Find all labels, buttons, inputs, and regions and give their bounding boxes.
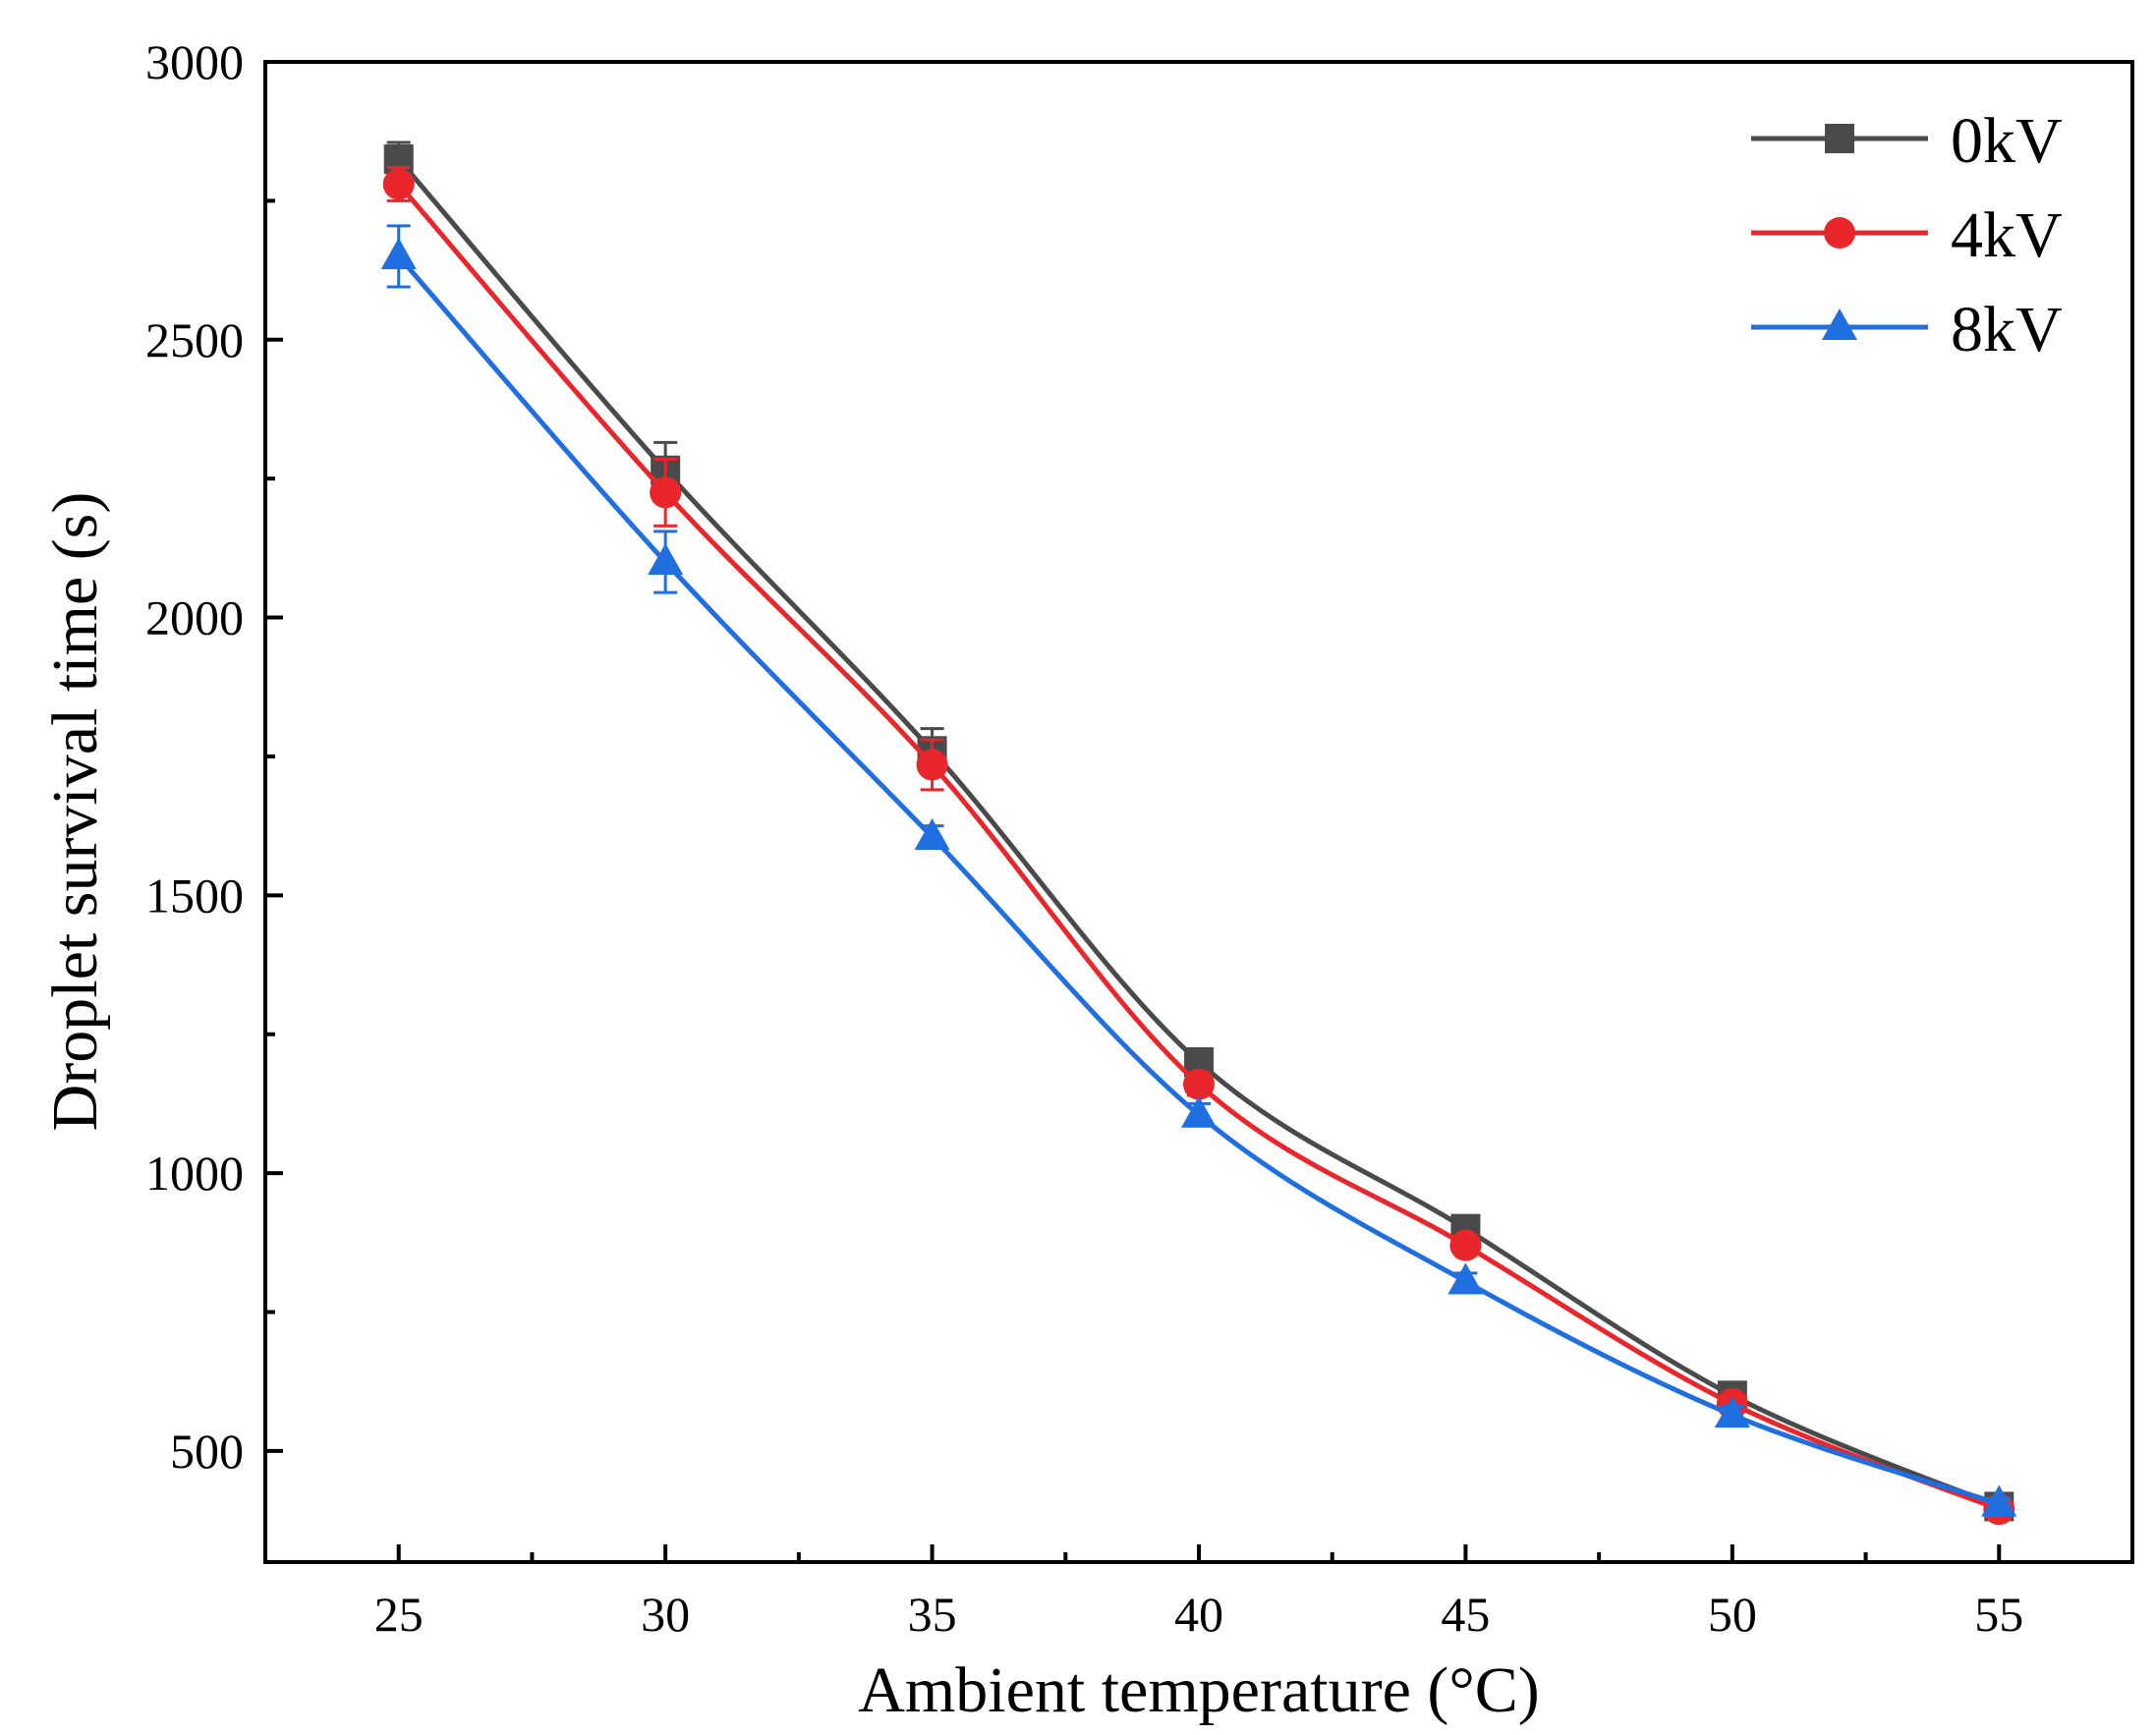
data-point (382, 168, 415, 200)
data-point (1183, 1068, 1215, 1100)
data-point (1714, 1396, 1750, 1428)
data-point (916, 749, 948, 781)
x-tick-label: 35 (908, 1587, 957, 1642)
x-tick-label: 50 (1708, 1587, 1757, 1642)
data-point (650, 476, 682, 509)
data-point (914, 817, 950, 850)
y-tick-label: 500 (170, 1424, 244, 1479)
x-axis-title: Ambient temperature (°C) (858, 1654, 1539, 1726)
series-line-4kV (396, 182, 2001, 1512)
series-0kV (383, 140, 2014, 1522)
x-tick-label: 30 (641, 1587, 690, 1642)
series-line-8kV (396, 254, 2001, 1506)
y-axis-ticks: 500 1000 1500 2000 2500 3000 (145, 34, 283, 1479)
data-point (1981, 1484, 2017, 1517)
legend-marker-4kV (1824, 217, 1855, 249)
legend-label-4kV: 4kV (1951, 199, 2063, 271)
x-tick-label: 40 (1174, 1587, 1223, 1642)
x-tick-label: 45 (1441, 1587, 1490, 1642)
x-axis-ticks: 25 30 35 40 45 50 55 (374, 1544, 2023, 1642)
data-point (1181, 1095, 1217, 1128)
y-tick-label: 3000 (145, 34, 244, 89)
y-axis-title: Droplet survival time (s) (39, 492, 111, 1132)
x-tick-label: 55 (1974, 1587, 2023, 1642)
y-tick-label: 1500 (145, 868, 244, 923)
data-point (1447, 1262, 1484, 1295)
series-layer (380, 140, 2017, 1526)
data-point (380, 237, 417, 269)
legend-label-0kV: 0kV (1951, 105, 2063, 177)
legend-marker-8kV (1822, 308, 1857, 340)
series-4kV (382, 165, 2015, 1526)
legend-label-8kV: 8kV (1951, 294, 2063, 365)
y-tick-label: 2500 (145, 312, 244, 367)
y-tick-label: 2000 (145, 590, 244, 645)
plot-frame (263, 60, 2134, 1564)
legend: 0kV 4kV 8kV (1751, 105, 2063, 365)
legend-marker-0kV (1825, 124, 1854, 153)
x-tick-label: 25 (374, 1587, 424, 1642)
data-point (648, 543, 684, 575)
series-line-0kV (396, 157, 2001, 1509)
series-8kV (380, 224, 2017, 1517)
data-point (1449, 1229, 1482, 1261)
y-tick-label: 1000 (145, 1146, 244, 1201)
